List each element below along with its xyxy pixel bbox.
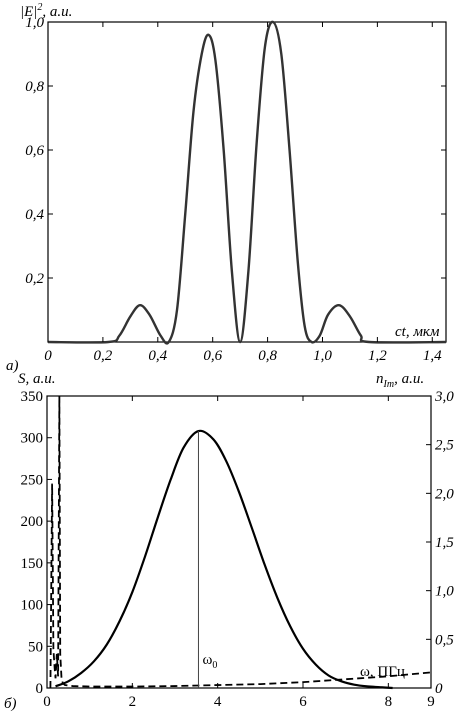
- top-x-tick-label: 1,0: [313, 348, 332, 364]
- bottom-y-tick-label: 350: [21, 389, 44, 405]
- top-panel-label: а): [6, 358, 19, 374]
- bottom-y2-tick-label: 1,0: [435, 584, 454, 600]
- bottom-plot-frame: [46, 395, 432, 689]
- bottom-y2-tick-label: 1,5: [435, 535, 454, 551]
- bottom-y2-tick-label: 0,5: [435, 632, 454, 648]
- bottom-x-tick-label: 8: [385, 694, 393, 710]
- top-plot-frame: [47, 21, 447, 343]
- top-y-tick-label: 0,2: [25, 271, 44, 287]
- bottom-y2-axis-label: nIm, a.u.: [376, 371, 424, 390]
- bottom-x-tick-label: 9: [427, 694, 435, 710]
- top-x-tick-label: 0,6: [203, 348, 222, 364]
- bottom-y-tick-label: 250: [21, 472, 44, 488]
- omega0-annotation: ω0: [202, 652, 217, 671]
- top-intensity-line: [47, 20, 447, 345]
- top-panel: 0 0,2 0,4 0,6 0,8 1,0 1,2 1,4 0,2 0,4 0,6 0,8 1,0 |…: [6, 2, 447, 374]
- bottom-y2-tick-label: 3,0: [434, 389, 454, 405]
- bottom-y-tick-label: 0: [36, 681, 44, 697]
- bottom-x-tick-label: 4: [214, 694, 222, 710]
- bottom-y-tick-label: 150: [21, 556, 44, 572]
- bottom-y2-tick-label: 0: [435, 681, 443, 697]
- top-x-axis-label: ct, мкм: [395, 324, 440, 340]
- spectrum-S-line: [55, 429, 393, 690]
- top-y-tick-label: 0,8: [25, 79, 44, 95]
- bottom-x-tick-label: 2: [129, 694, 137, 710]
- top-x-tick-label: 1,4: [423, 348, 442, 364]
- bottom-x-axis-label: ω, ПГц: [360, 664, 405, 680]
- bottom-panel-label: б): [4, 696, 17, 712]
- top-x-tick-label: 1,2: [368, 348, 387, 364]
- bottom-y-axis-label: S, a.u.: [18, 371, 56, 387]
- top-x-tick-label: 0,8: [258, 348, 277, 364]
- bottom-y-tick-label: 200: [21, 514, 44, 530]
- top-y-tick-label: 1,0: [25, 15, 44, 31]
- top-y-tick-label: 0,4: [25, 207, 44, 223]
- bottom-x-tick-label: 0: [43, 694, 51, 710]
- bottom-y-tick-label: 100: [21, 598, 44, 614]
- bottom-y-tick-label: 50: [28, 639, 43, 655]
- bottom-x-tick-label: 6: [299, 694, 307, 710]
- bottom-panel: 0 2 4 6 8 9 0 50 100 150 200 250 300 350 0 0,5 1,0 1,5 2…: [4, 371, 454, 712]
- bottom-y-tick-label: 300: [21, 431, 44, 447]
- bottom-y2-tick-label: 2,0: [435, 486, 454, 502]
- top-x-tick-label: 0,4: [148, 348, 167, 364]
- top-x-tick-label: 0: [44, 348, 52, 364]
- top-x-tick-label: 0,2: [94, 348, 113, 364]
- bottom-y2-tick-label: 2,5: [435, 438, 454, 454]
- top-y-axis-label: |E|2, а.u.: [20, 2, 72, 20]
- top-y-tick-label: 0,6: [25, 143, 44, 159]
- n-im-dashed-line: [49, 395, 432, 689]
